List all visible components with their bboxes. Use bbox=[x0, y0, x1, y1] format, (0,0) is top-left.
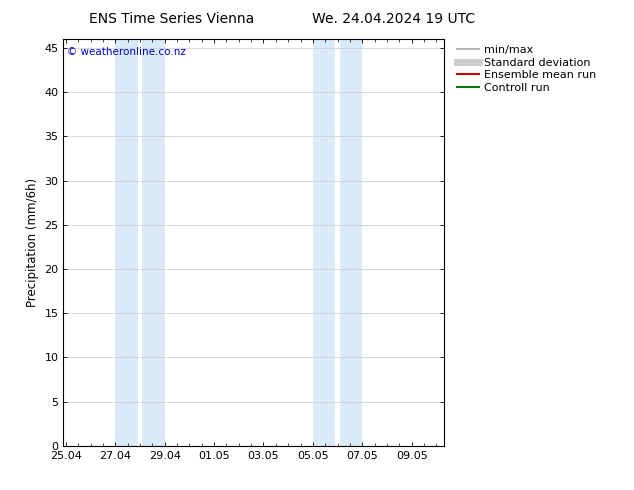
Text: © weatheronline.co.nz: © weatheronline.co.nz bbox=[67, 48, 186, 57]
Text: ENS Time Series Vienna: ENS Time Series Vienna bbox=[89, 12, 254, 26]
Bar bbox=[143, 39, 165, 446]
Bar bbox=[340, 39, 362, 446]
Text: We. 24.04.2024 19 UTC: We. 24.04.2024 19 UTC bbox=[311, 12, 475, 26]
Bar bbox=[313, 39, 335, 446]
Y-axis label: Precipitation (mm/6h): Precipitation (mm/6h) bbox=[26, 178, 39, 307]
Bar bbox=[115, 39, 138, 446]
Legend: min/max, Standard deviation, Ensemble mean run, Controll run: min/max, Standard deviation, Ensemble me… bbox=[457, 45, 596, 93]
